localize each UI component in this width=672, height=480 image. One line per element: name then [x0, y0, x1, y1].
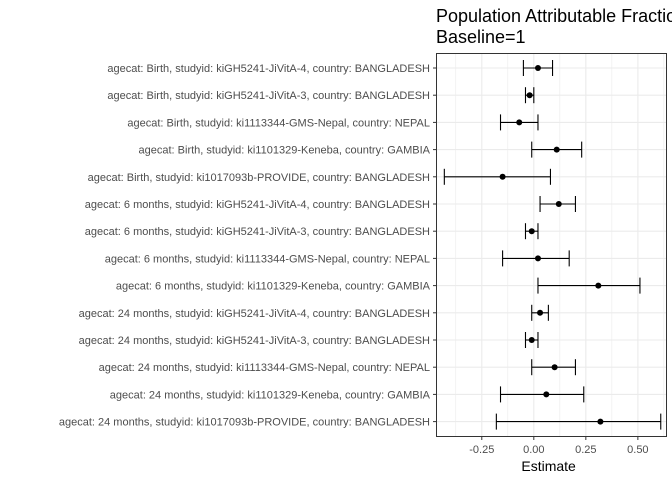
estimate-row [524, 223, 539, 240]
y-tick-label: agecat: 24 months, studyid: ki1017093b-P… [59, 417, 430, 429]
estimate-row [531, 304, 549, 321]
estimate-point [553, 146, 560, 153]
estimate-row [499, 386, 585, 403]
estimate-row [524, 332, 539, 348]
estimate-point [534, 255, 541, 262]
estimate-point [537, 309, 544, 316]
y-tick-label: agecat: Birth, studyid: ki1113344-GMS-Ne… [127, 117, 430, 129]
estimate-point [597, 418, 604, 425]
y-tick-label: agecat: Birth, studyid: kiGH5241-JiVitA-… [107, 63, 430, 75]
estimate-row [443, 168, 552, 185]
estimate-point [551, 364, 558, 371]
y-tick-label: agecat: 6 months, studyid: ki1101329-Ken… [116, 281, 431, 293]
y-tick-label: agecat: 24 months, studyid: kiGH5241-JiV… [79, 335, 430, 347]
x-tick-label: 0.25 [575, 444, 596, 456]
estimate-row [502, 250, 570, 267]
estimate-point [528, 337, 535, 343]
y-tick-label: agecat: 6 months, studyid: kiGH5241-JiVi… [85, 199, 430, 211]
y-tick-label: agecat: 24 months, studyid: ki1113344-GM… [99, 362, 430, 374]
estimate-point [528, 228, 535, 235]
estimate-point [526, 92, 533, 99]
y-tick-label: agecat: 24 months, studyid: ki1101329-Ke… [110, 389, 431, 401]
estimate-row [495, 413, 662, 430]
y-tick-label: agecat: Birth, studyid: kiGH5241-JiVitA-… [107, 90, 430, 102]
panel-border [436, 53, 667, 437]
y-axis: agecat: Birth, studyid: kiGH5241-JiVitA-… [59, 63, 436, 429]
x-axis-title: Estimate [521, 458, 576, 474]
estimate-row [537, 277, 641, 294]
y-tick-label: agecat: 6 months, studyid: ki1113344-GMS… [105, 253, 430, 265]
estimate-point [534, 65, 541, 71]
estimate-point [595, 282, 602, 289]
x-tick-label: 0.00 [523, 444, 544, 456]
data-marks [443, 60, 662, 430]
estimate-row [499, 114, 539, 131]
estimate-point [555, 201, 562, 207]
y-tick-label: agecat: 24 months, studyid: kiGH5241-JiV… [79, 308, 430, 320]
panel-background [436, 53, 667, 437]
estimate-point [543, 391, 550, 398]
estimate-row [524, 87, 535, 104]
estimate-row [531, 359, 576, 376]
x-tick-label: -0.25 [469, 444, 494, 456]
estimate-point [516, 119, 523, 126]
estimate-point [499, 173, 506, 180]
chart-title: Population Attributable Fraction [436, 6, 672, 26]
plot-panel [436, 53, 667, 437]
x-tick-label: 0.50 [627, 444, 648, 456]
y-tick-label: agecat: 6 months, studyid: kiGH5241-JiVi… [85, 226, 430, 238]
x-axis: -0.25 0.00 0.25 0.50 [469, 437, 649, 456]
y-tick-label: agecat: Birth, studyid: ki1101329-Keneba… [139, 145, 431, 157]
estimate-row [522, 60, 554, 76]
chart-subtitle: Baseline=1 [436, 27, 526, 47]
estimate-row [539, 196, 576, 212]
estimate-row [531, 141, 583, 158]
y-tick-label: agecat: Birth, studyid: ki1017093b-PROVI… [88, 172, 430, 184]
